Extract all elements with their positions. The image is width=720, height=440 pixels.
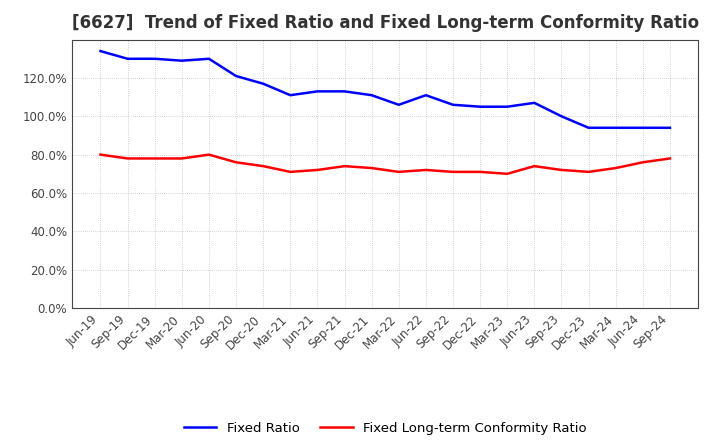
Fixed Long-term Conformity Ratio [123,156,132,161]
Fixed Ratio [557,114,566,119]
Fixed Ratio [639,125,647,130]
Line: Fixed Long-term Conformity Ratio: Fixed Long-term Conformity Ratio [101,154,670,174]
Legend: Fixed Ratio, Fixed Long-term Conformity Ratio: Fixed Ratio, Fixed Long-term Conformity … [179,417,592,440]
Fixed Long-term Conformity Ratio [96,152,105,157]
Fixed Ratio [421,92,430,98]
Fixed Ratio [204,56,213,62]
Fixed Ratio [530,100,539,106]
Fixed Long-term Conformity Ratio [584,169,593,175]
Fixed Ratio [313,89,322,94]
Fixed Long-term Conformity Ratio [503,171,511,176]
Fixed Long-term Conformity Ratio [476,169,485,175]
Fixed Long-term Conformity Ratio [204,152,213,157]
Fixed Ratio [232,73,240,79]
Fixed Ratio [395,102,403,107]
Fixed Long-term Conformity Ratio [367,165,376,171]
Fixed Ratio [584,125,593,130]
Fixed Long-term Conformity Ratio [178,156,186,161]
Fixed Long-term Conformity Ratio [286,169,294,175]
Fixed Ratio [341,89,349,94]
Fixed Ratio [476,104,485,109]
Fixed Long-term Conformity Ratio [611,165,620,171]
Fixed Ratio [123,56,132,62]
Fixed Long-term Conformity Ratio [150,156,159,161]
Fixed Ratio [96,48,105,54]
Fixed Long-term Conformity Ratio [665,156,674,161]
Fixed Long-term Conformity Ratio [421,167,430,172]
Fixed Ratio [150,56,159,62]
Fixed Ratio [449,102,457,107]
Line: Fixed Ratio: Fixed Ratio [101,51,670,128]
Fixed Ratio [286,92,294,98]
Fixed Ratio [367,92,376,98]
Fixed Long-term Conformity Ratio [259,164,268,169]
Fixed Ratio [259,81,268,86]
Fixed Long-term Conformity Ratio [530,164,539,169]
Fixed Long-term Conformity Ratio [557,167,566,172]
Fixed Ratio [611,125,620,130]
Fixed Ratio [503,104,511,109]
Fixed Long-term Conformity Ratio [313,167,322,172]
Fixed Long-term Conformity Ratio [232,160,240,165]
Fixed Long-term Conformity Ratio [395,169,403,175]
Fixed Ratio [178,58,186,63]
Title: [6627]  Trend of Fixed Ratio and Fixed Long-term Conformity Ratio: [6627] Trend of Fixed Ratio and Fixed Lo… [71,15,699,33]
Fixed Long-term Conformity Ratio [341,164,349,169]
Fixed Ratio [665,125,674,130]
Fixed Long-term Conformity Ratio [449,169,457,175]
Fixed Long-term Conformity Ratio [639,160,647,165]
